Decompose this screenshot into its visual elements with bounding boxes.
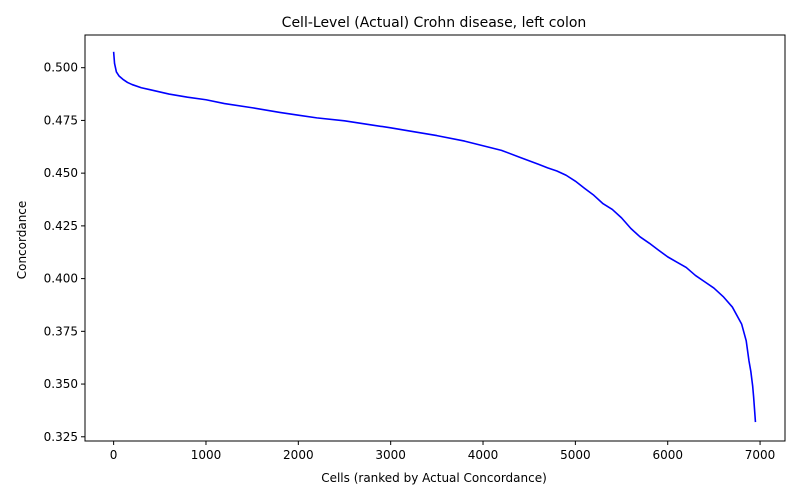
y-tick-label-6: 0.475	[44, 113, 78, 127]
y-tick-label-4: 0.425	[44, 219, 78, 233]
x-tick-label-7: 7000	[745, 448, 776, 462]
y-tick-label-5: 0.450	[44, 166, 78, 180]
x-axis-label: Cells (ranked by Actual Concordance)	[321, 471, 547, 485]
y-tick-label-0: 0.325	[44, 430, 78, 444]
x-tick-label-4: 4000	[468, 448, 499, 462]
chart-title: Cell-Level (Actual) Crohn disease, left …	[282, 15, 587, 31]
y-axis-label: Concordance	[15, 201, 29, 280]
series-line-0	[112, 51, 757, 423]
y-tick-label-7: 0.500	[44, 61, 78, 75]
x-tick-label-3: 3000	[375, 448, 406, 462]
x-tick-label-0: 0	[110, 448, 118, 462]
y-tick-label-3: 0.400	[44, 272, 78, 286]
plot-area: 0 1000 2000 3000 4000 5000 6000 7000 0.325 0.350 0…	[44, 34, 786, 462]
x-tick-label-2: 2000	[283, 448, 314, 462]
x-tick-label-5: 5000	[560, 448, 591, 462]
y-tick-label-2: 0.375	[44, 324, 78, 338]
plot-frame	[84, 34, 786, 442]
y-tick-label-1: 0.350	[44, 377, 78, 391]
x-tick-label-1: 1000	[191, 448, 222, 462]
x-tick-label-6: 6000	[652, 448, 683, 462]
